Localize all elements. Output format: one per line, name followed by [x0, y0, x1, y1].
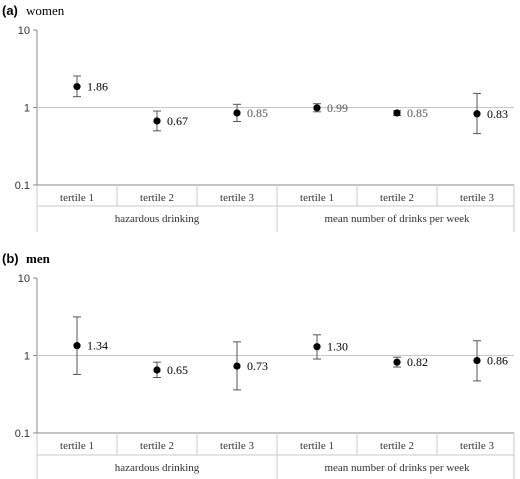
data-label: 0.82 [407, 355, 428, 369]
data-label: 0.85 [407, 106, 428, 120]
category-label: tertile 1 [60, 440, 94, 452]
category-label: tertile 1 [300, 440, 334, 452]
data-label: 0.86 [487, 354, 508, 368]
group-label: mean number of drinks per week [324, 462, 470, 474]
data-label: 0.85 [247, 106, 268, 120]
category-label: tertile 2 [380, 440, 414, 452]
panel-label-a: (a) [2, 3, 18, 18]
data-point [233, 109, 241, 117]
group-label: hazardous drinking [115, 213, 200, 225]
category-label: tertile 3 [460, 192, 494, 204]
data-label: 0.67 [167, 114, 188, 128]
panel-title-men: men [26, 251, 51, 266]
panel-title-women: women [26, 3, 65, 18]
category-label: tertile 3 [460, 440, 494, 452]
panel-label-b: (b) [2, 251, 19, 266]
data-point [313, 343, 321, 351]
panel-women: (a) women 10 1 0.1 tertile 1 tertile 2 tertil… [2, 3, 515, 232]
data-label: 0.65 [167, 363, 188, 377]
data-label: 1.86 [87, 80, 108, 94]
y-tick-label: 0.1 [15, 428, 30, 440]
plot-women: 10 1 0.1 tertile 1 tertile 2 tertile 3 tertile… [15, 25, 515, 232]
data-label: 0.73 [247, 359, 268, 373]
category-label: tertile 2 [140, 192, 174, 204]
category-label: tertile 1 [60, 192, 94, 204]
data-point [393, 109, 401, 117]
panel-men: (b) men 10 1 0.1 tertile 1 tertile 2 tertile … [2, 251, 515, 479]
data-point [153, 366, 161, 374]
y-tick-label: 0.1 [15, 180, 30, 192]
y-tick-label: 1 [24, 351, 30, 363]
y-tick-label: 10 [18, 25, 30, 37]
data-point [233, 362, 241, 370]
group-label: mean number of drinks per week [324, 213, 470, 225]
data-point [473, 110, 481, 118]
category-label: tertile 3 [220, 440, 254, 452]
data-point [313, 104, 321, 112]
plot-men: 10 1 0.1 tertile 1 tertile 2 tertile 3 tertile… [15, 273, 515, 479]
data-point [73, 342, 81, 350]
category-label: tertile 2 [140, 440, 174, 452]
data-label: 0.83 [487, 107, 508, 121]
y-tick-label: 1 [24, 103, 30, 115]
data-label: 1.30 [327, 340, 348, 354]
data-label: 0.99 [327, 101, 348, 115]
data-label: 1.34 [87, 339, 108, 353]
group-label: hazardous drinking [115, 462, 200, 474]
data-point [473, 356, 481, 365]
category-label: tertile 1 [300, 192, 334, 204]
category-label: tertile 2 [380, 192, 414, 204]
y-tick-label: 10 [18, 273, 30, 285]
category-label: tertile 3 [220, 192, 254, 204]
data-point [153, 117, 161, 125]
data-point [73, 83, 81, 91]
data-point [393, 358, 401, 366]
